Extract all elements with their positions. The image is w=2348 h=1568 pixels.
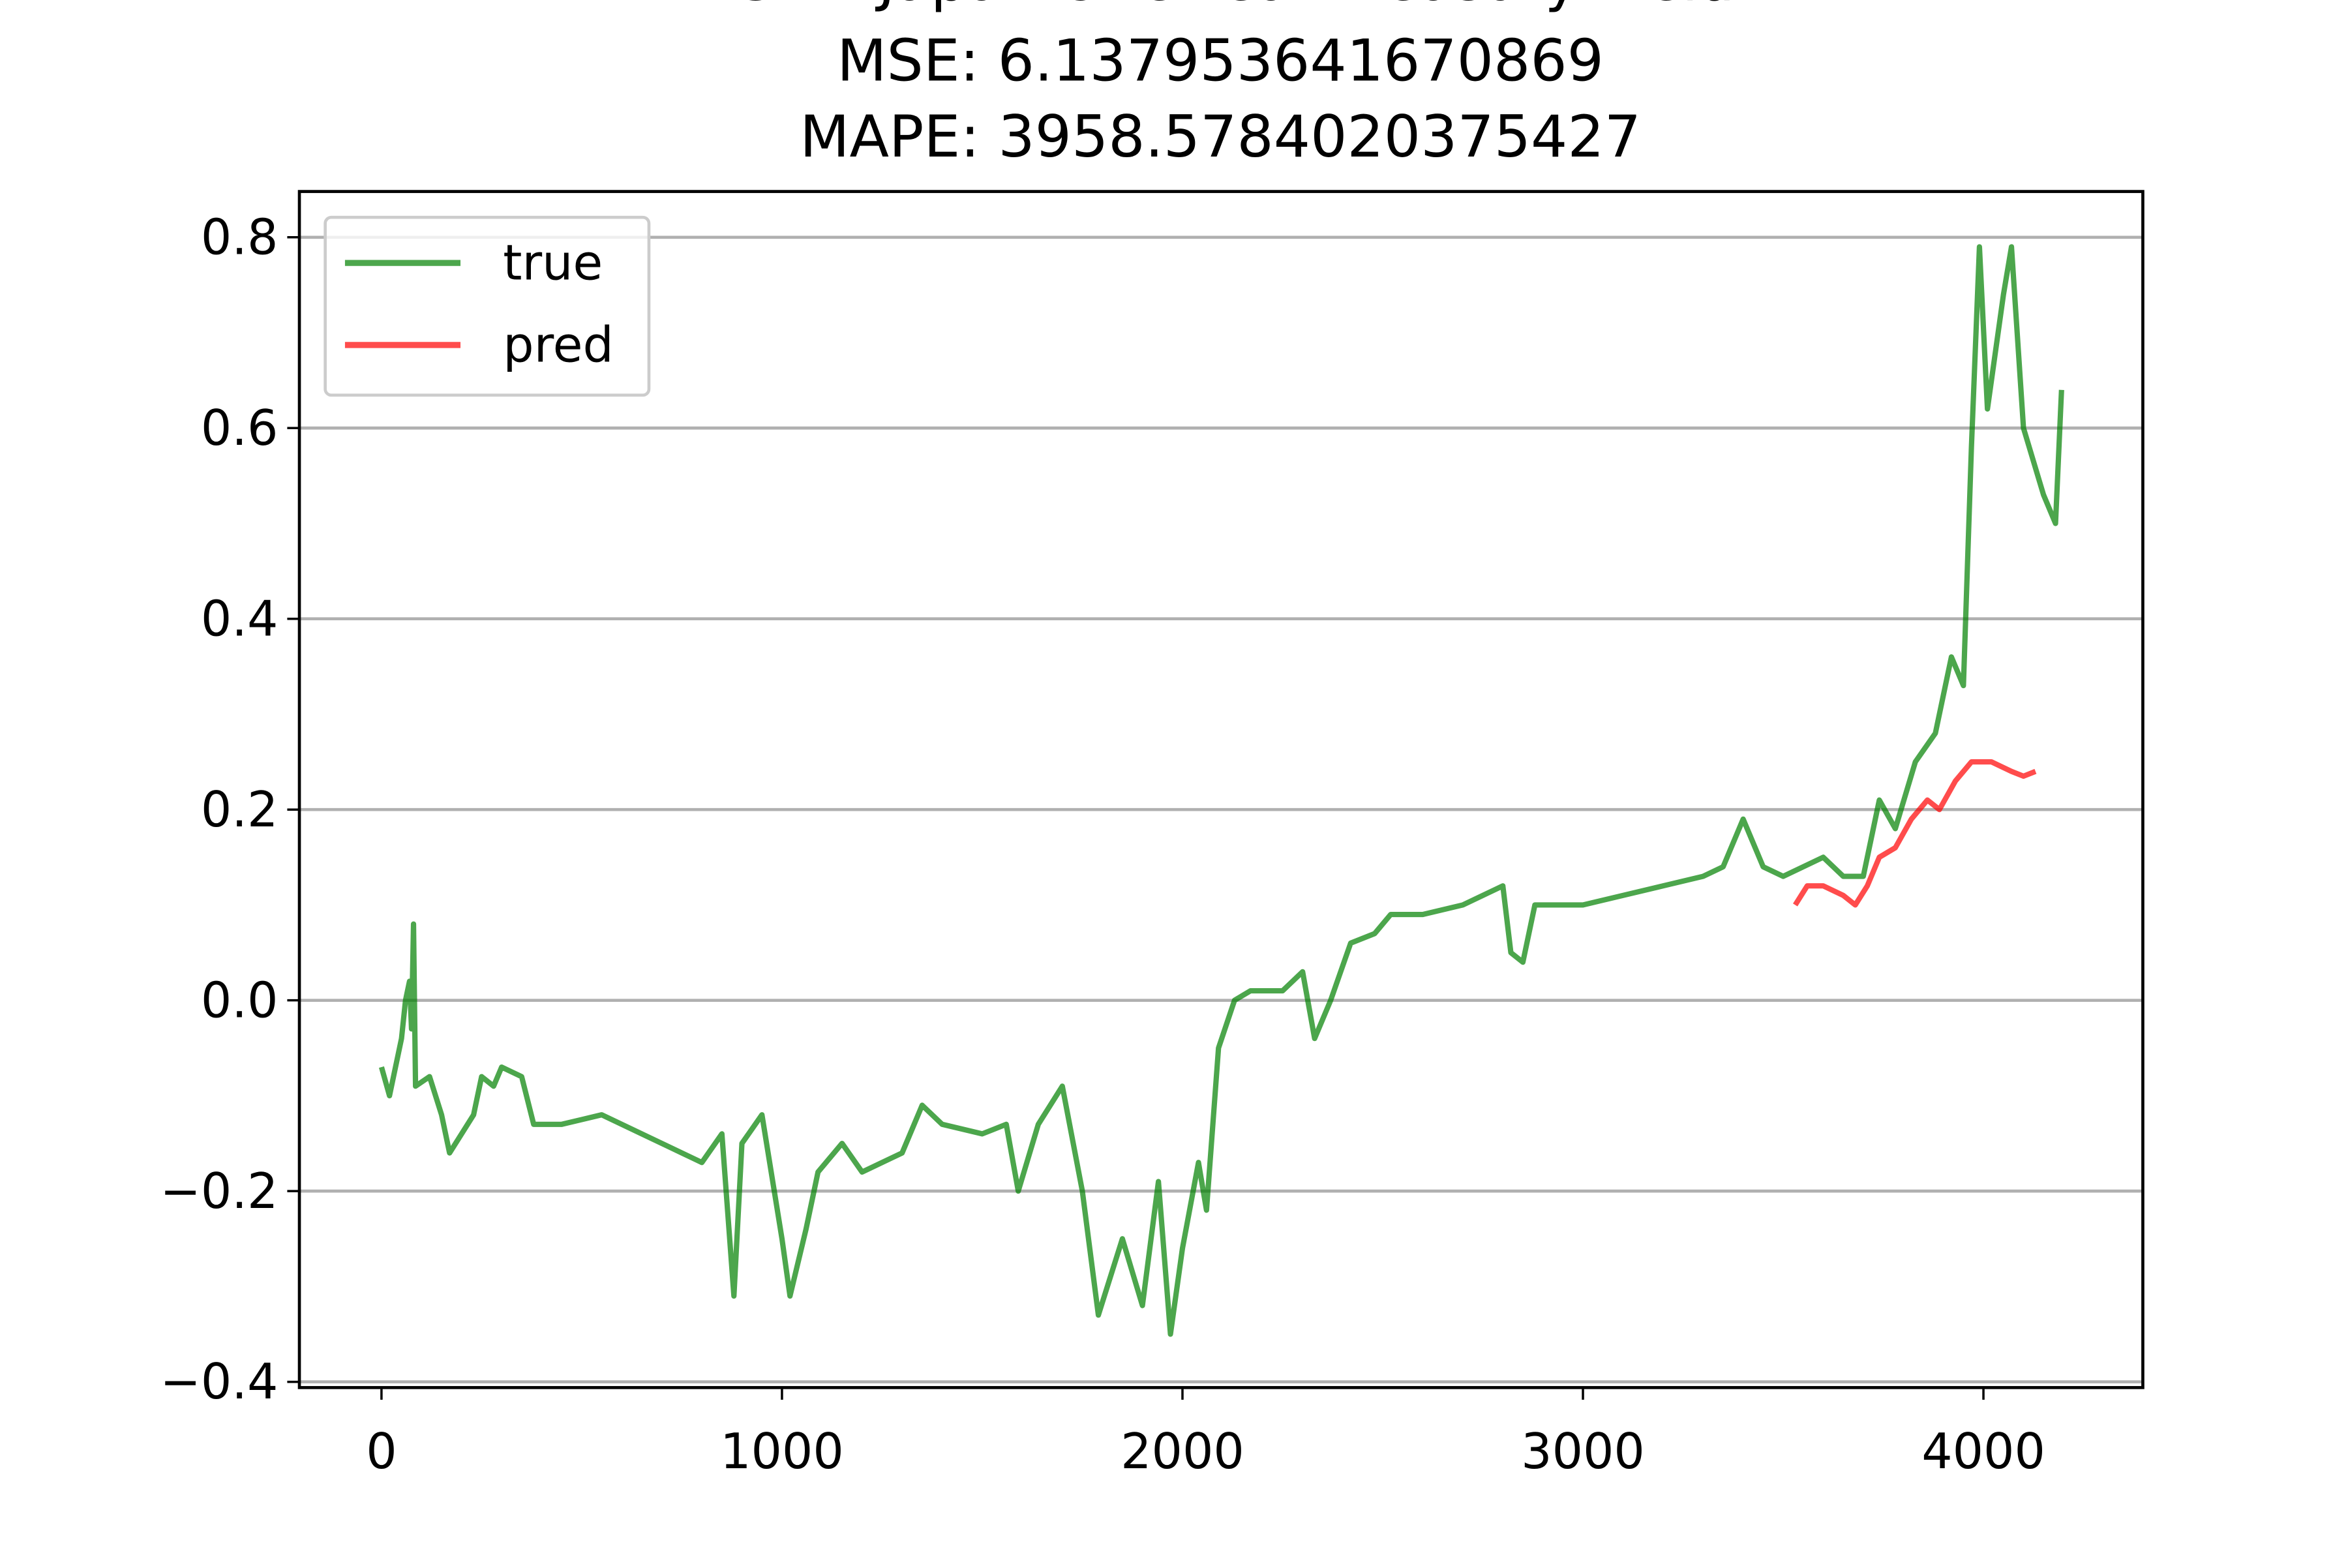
x-tick-label: 0 bbox=[366, 1423, 397, 1480]
chart-subtitle: MAPE: 3958.5784020375427 bbox=[800, 103, 1641, 170]
x-tick-label: 2000 bbox=[1121, 1423, 1244, 1480]
plot-frame bbox=[297, 190, 2145, 1389]
y-tick-label: 0.6 bbox=[201, 400, 278, 457]
x-tick-label: 1000 bbox=[720, 1423, 844, 1480]
legend-label: pred bbox=[503, 317, 614, 374]
line-series bbox=[378, 244, 2064, 1337]
x-tick-label: 4000 bbox=[1921, 1423, 2045, 1480]
line-series bbox=[1793, 759, 2037, 908]
y-tick-label: −0.2 bbox=[160, 1163, 278, 1220]
x-tick-label: 3000 bbox=[1521, 1423, 1645, 1480]
chart-subtitle: MSE: 6.137953641670869 bbox=[837, 27, 1604, 94]
y-tick-label: 0.2 bbox=[201, 781, 278, 838]
y-tick-label: −0.4 bbox=[160, 1353, 278, 1410]
y-tick-label: 0.4 bbox=[201, 590, 278, 647]
legend: true pred bbox=[324, 215, 651, 397]
chart-title: LSTM Japan One Year Treasury Yield bbox=[706, 0, 1734, 14]
legend-label: true bbox=[503, 235, 603, 292]
y-tick-label: 0.8 bbox=[201, 209, 278, 265]
y-tick-label: 0.0 bbox=[201, 972, 278, 1029]
